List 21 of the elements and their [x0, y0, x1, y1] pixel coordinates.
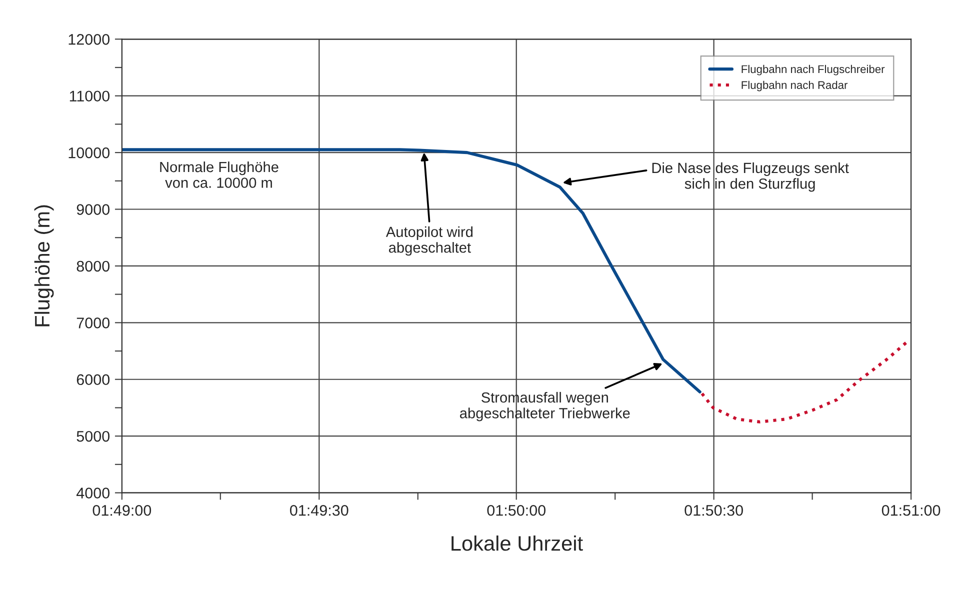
x-tick-label: 01:50:30 — [684, 504, 743, 516]
x-axis-title: Lokale Uhrzeit — [452, 535, 583, 551]
x-tick-label: 01:49:00 — [92, 504, 152, 516]
legend-label: Flugbahn nach Radar — [742, 80, 848, 92]
annotation: Autopilot wird abgeschaltet — [386, 226, 473, 256]
y-tick-label: 4000 — [76, 488, 110, 498]
legend-label: Flugbahn nach Flugschreiber — [742, 64, 885, 76]
y-tick-label: 7000 — [76, 318, 110, 328]
annotation: Normale Flughöhe von ca. 10000 m — [160, 161, 278, 188]
x-tick-label: 01:51:00 — [882, 504, 940, 516]
x-tick-label: 01:50:00 — [487, 504, 546, 516]
y-axis-title: Flughöhe (m) — [34, 205, 54, 326]
y-tick-label: 10000 — [68, 147, 110, 158]
y-tick-label: 11000 — [70, 90, 110, 102]
y-tick-label: 12000 — [68, 34, 110, 45]
y-tick-label: 8000 — [76, 260, 110, 272]
y-tick-label: 6000 — [76, 374, 110, 386]
annotation: Die Nase des Flugzeugs senkt sich in den Sturzflug — [652, 162, 849, 192]
y-tick-label: 5000 — [76, 430, 110, 442]
x-tick-label: 01:49:30 — [290, 504, 348, 516]
y-tick-label: 9000 — [76, 204, 110, 215]
